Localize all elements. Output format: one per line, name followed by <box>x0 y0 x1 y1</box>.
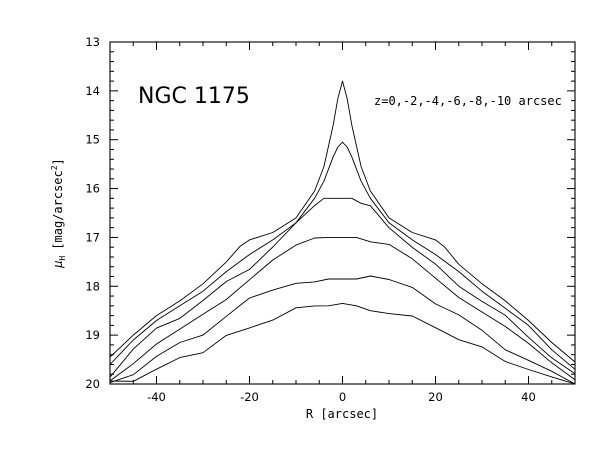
svg-text:μH[mag/arcsec2]: μH [mag/arcsec2] <box>50 158 67 269</box>
y-label-unit-superscript: 2 <box>50 165 59 170</box>
x-axis-ticks: -40 -20 0 20 40 <box>109 42 576 404</box>
profile-line-5 <box>109 275 576 385</box>
y-tick-label: 19 <box>85 328 100 342</box>
x-tick-label: 0 <box>339 390 346 404</box>
x-tick-label: -20 <box>240 390 259 404</box>
y-label-symbol: μ <box>51 261 65 269</box>
series-layer <box>109 80 576 385</box>
y-label-unit-close: ] <box>51 158 65 165</box>
profile-line-6 <box>109 302 576 385</box>
chart-title: NGC 1175 <box>138 84 250 109</box>
chart-annotation: z=0,-2,-4,-6,-8,-10 arcsec <box>374 94 562 108</box>
profile-line-2 <box>109 141 576 370</box>
y-axis-label: μH [mag/arcsec2] <box>50 158 67 269</box>
x-tick-label: 40 <box>521 390 536 404</box>
profile-line-3 <box>109 197 576 378</box>
y-tick-label: 18 <box>85 279 100 293</box>
y-tick-label: 16 <box>85 182 100 196</box>
y-tick-label: 15 <box>85 133 100 147</box>
profile-line-4 <box>109 236 576 382</box>
y-tick-label: 20 <box>85 377 100 391</box>
x-tick-label: 20 <box>428 390 443 404</box>
profile-line-1 <box>109 80 576 363</box>
y-label-subscript: H <box>58 256 67 261</box>
x-tick-label: -40 <box>147 390 166 404</box>
y-axis-ticks: 13 14 15 16 17 18 19 20 <box>85 35 575 391</box>
x-axis-label: R [arcsec] <box>306 407 378 421</box>
y-tick-label: 14 <box>85 84 100 98</box>
y-tick-label: 17 <box>85 230 100 244</box>
y-label-unit: [mag/arcsec <box>51 170 65 249</box>
y-tick-label: 13 <box>85 35 100 49</box>
